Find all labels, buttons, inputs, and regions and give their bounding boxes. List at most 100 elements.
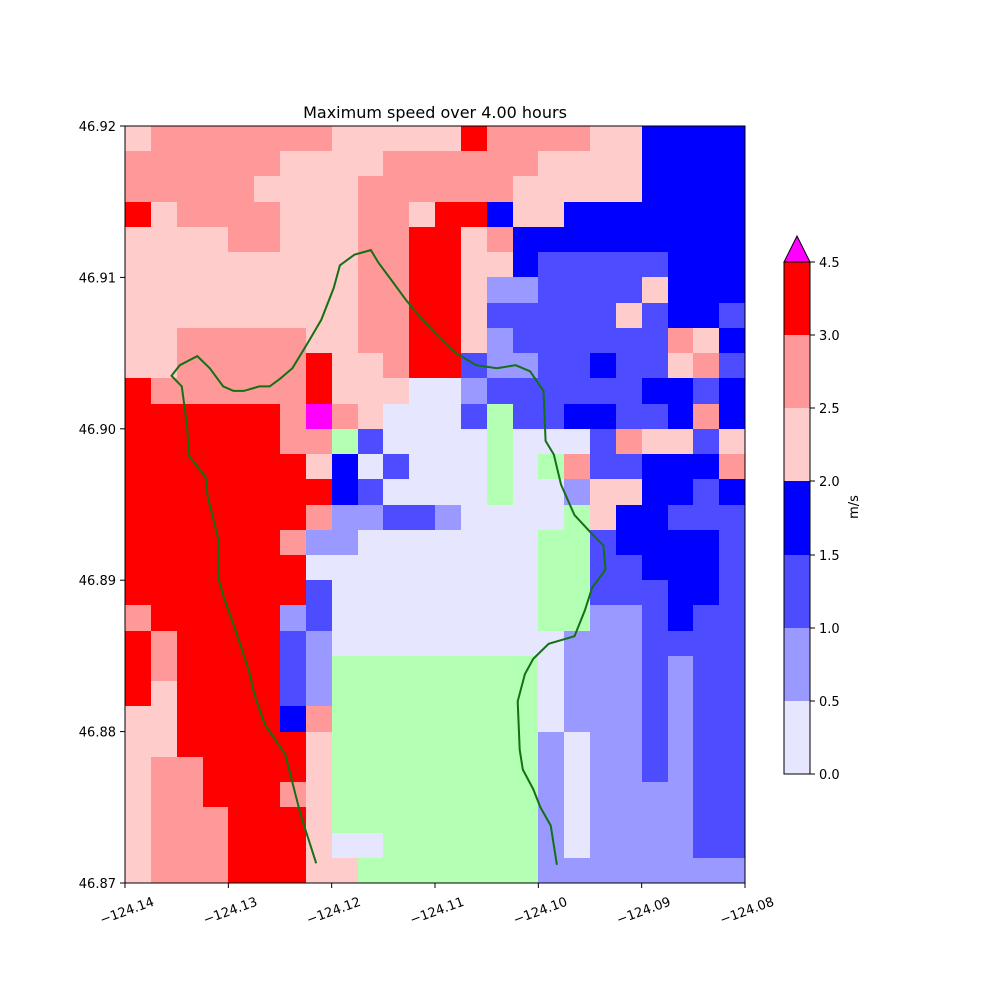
colorbar-band <box>784 481 810 555</box>
heatmap-cell <box>642 681 668 706</box>
heatmap-cell <box>435 858 461 883</box>
heatmap-cell <box>590 454 616 479</box>
heatmap-cell <box>177 555 203 580</box>
heatmap-cell <box>306 656 332 681</box>
heatmap-cell <box>203 303 228 328</box>
heatmap-cell <box>719 757 745 782</box>
heatmap-cell <box>487 151 513 176</box>
heatmap-cell <box>590 706 616 732</box>
heatmap-cell <box>693 782 719 807</box>
heatmap-cell <box>668 479 693 505</box>
heatmap-cell <box>228 681 254 706</box>
heatmap-cell <box>125 454 151 479</box>
heatmap-cell <box>616 732 642 757</box>
heatmap-cell <box>151 681 177 706</box>
heatmap-cell <box>409 631 435 656</box>
heatmap-cell <box>358 479 383 505</box>
heatmap-cell <box>513 151 538 176</box>
heatmap-cell <box>487 227 513 252</box>
heatmap-cell <box>642 732 668 757</box>
heatmap-cell <box>125 732 151 757</box>
heatmap-cells <box>125 126 745 883</box>
heatmap-cell <box>203 858 228 883</box>
heatmap-cell <box>487 605 513 631</box>
heatmap-cell <box>409 681 435 706</box>
heatmap-cell <box>719 833 745 858</box>
heatmap-cell <box>306 530 332 555</box>
heatmap-cell <box>538 378 564 404</box>
heatmap-cell <box>151 580 177 605</box>
heatmap-cell <box>435 706 461 732</box>
heatmap-cell <box>409 530 435 555</box>
heatmap-cell <box>254 807 280 833</box>
heatmap-cell <box>125 353 151 378</box>
heatmap-cell <box>358 126 383 151</box>
heatmap-cell <box>383 303 409 328</box>
heatmap-cell <box>461 202 487 227</box>
heatmap-cell <box>590 479 616 505</box>
heatmap-cell <box>642 505 668 530</box>
heatmap-cell <box>642 580 668 605</box>
heatmap-cell <box>254 858 280 883</box>
heatmap-cell <box>254 782 280 807</box>
heatmap-cell <box>668 833 693 858</box>
heatmap-cell <box>358 227 383 252</box>
colorbar-tick-label: 3.0 <box>819 329 840 344</box>
heatmap-cell <box>409 505 435 530</box>
heatmap-cell <box>435 656 461 681</box>
heatmap-cell <box>383 757 409 782</box>
heatmap-cell <box>177 757 203 782</box>
heatmap-cell <box>719 404 745 429</box>
heatmap-cell <box>642 328 668 353</box>
heatmap-cell <box>693 530 719 555</box>
heatmap-cell <box>693 303 719 328</box>
heatmap-cell <box>435 252 461 277</box>
heatmap-cell <box>538 605 564 631</box>
heatmap-cell <box>668 277 693 303</box>
heatmap-cell <box>228 328 254 353</box>
heatmap-cell <box>254 833 280 858</box>
heatmap-cell <box>358 757 383 782</box>
heatmap-cell <box>668 126 693 151</box>
heatmap-cell <box>254 505 280 530</box>
heatmap-cell <box>409 479 435 505</box>
heatmap-cell <box>668 656 693 681</box>
heatmap-cell <box>409 252 435 277</box>
heatmap-cell <box>409 176 435 202</box>
heatmap-cell <box>125 631 151 656</box>
heatmap-cell <box>151 757 177 782</box>
heatmap-cell <box>228 555 254 580</box>
heatmap-cell <box>203 631 228 656</box>
heatmap-cell <box>719 378 745 404</box>
heatmap-cell <box>228 732 254 757</box>
heatmap-cell <box>668 353 693 378</box>
heatmap-cell <box>590 732 616 757</box>
heatmap-cell <box>306 404 332 429</box>
heatmap-cell <box>383 404 409 429</box>
heatmap-cell <box>358 782 383 807</box>
heatmap-cell <box>538 782 564 807</box>
heatmap-cell <box>461 631 487 656</box>
heatmap-cell <box>513 404 538 429</box>
heatmap-cell <box>693 833 719 858</box>
heatmap-cell <box>693 151 719 176</box>
heatmap-cell <box>228 277 254 303</box>
heatmap-cell <box>719 706 745 732</box>
heatmap-cell <box>487 706 513 732</box>
heatmap-cell <box>125 126 151 151</box>
heatmap-cell <box>125 505 151 530</box>
chart-title: Maximum speed over 4.00 hours <box>303 103 567 122</box>
heatmap-cell <box>538 151 564 176</box>
heatmap-cell <box>693 605 719 631</box>
heatmap-cell <box>228 706 254 732</box>
heatmap-cell <box>461 782 487 807</box>
heatmap-cell <box>719 782 745 807</box>
heatmap-cell <box>668 732 693 757</box>
heatmap-cell <box>693 858 719 883</box>
heatmap-cell <box>177 202 203 227</box>
heatmap-cell <box>125 404 151 429</box>
heatmap-cell <box>616 404 642 429</box>
heatmap-cell <box>254 429 280 454</box>
heatmap-cell <box>668 227 693 252</box>
heatmap-cell <box>564 176 590 202</box>
